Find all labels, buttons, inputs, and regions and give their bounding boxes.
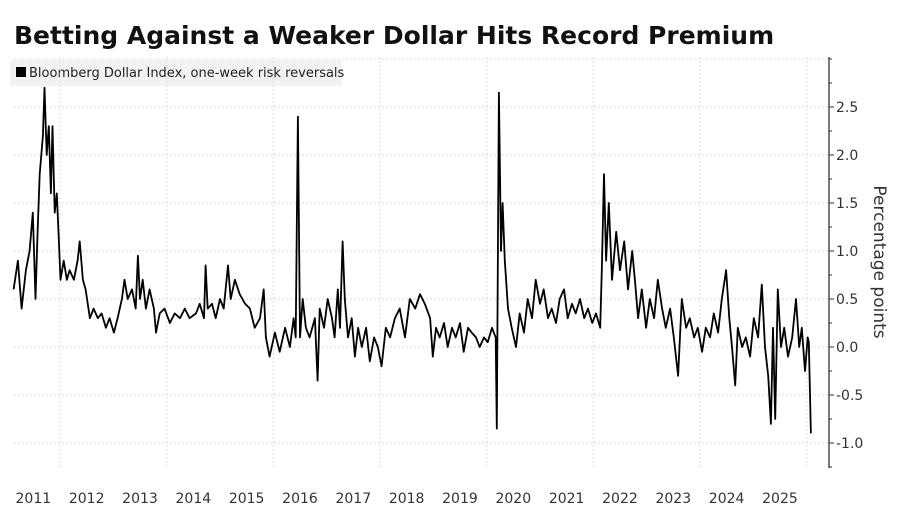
legend-swatch (16, 67, 26, 77)
chart-title: Betting Against a Weaker Dollar Hits Rec… (14, 21, 774, 50)
x-tick-label: 2019 (442, 491, 478, 507)
y-axis: 2.5 2.0 1.5 1.0 0.5 0.0 -0.5 -1.0 (828, 57, 863, 468)
x-tick-label: 2015 (229, 491, 265, 507)
x-tick-label: 2024 (709, 491, 745, 507)
x-axis: 2011 2012 2013 2014 2015 2016 2017 2018 2019 2020… (16, 491, 798, 507)
x-tick-label: 2018 (389, 491, 425, 507)
y-tick-label: 0.0 (836, 340, 858, 356)
x-tick-label: 2016 (282, 491, 318, 507)
gridlines (14, 57, 829, 468)
x-tick-label: 2025 (762, 491, 798, 507)
series-layer (12, 86, 812, 434)
y-tick-label: 2.5 (836, 100, 858, 116)
x-tick-label: 2012 (69, 491, 105, 507)
y-tick-label: 0.5 (836, 292, 858, 308)
legend-background (10, 60, 342, 86)
x-tick-label: 2023 (655, 491, 691, 507)
x-tick-label: 2021 (549, 491, 585, 507)
y-tick-label: 1.0 (836, 244, 858, 260)
x-tick-label: 2011 (16, 491, 52, 507)
x-tick-label: 2020 (495, 491, 531, 507)
x-tick-label: 2017 (335, 491, 371, 507)
y-axis-label: Percentage points (869, 185, 889, 338)
y-tick-label: 2.0 (836, 148, 858, 164)
legend-label: Bloomberg Dollar Index, one-week risk re… (29, 66, 345, 81)
series-line-dollar-index-risk-reversals (12, 86, 812, 434)
y-tick-label: -0.5 (836, 388, 863, 404)
legend: Bloomberg Dollar Index, one-week risk re… (10, 60, 345, 86)
x-tick-label: 2013 (122, 491, 158, 507)
x-tick-label: 2014 (176, 491, 212, 507)
y-tick-label: 1.5 (836, 196, 858, 212)
x-tick-label: 2022 (602, 491, 638, 507)
y-tick-label: -1.0 (836, 436, 863, 452)
